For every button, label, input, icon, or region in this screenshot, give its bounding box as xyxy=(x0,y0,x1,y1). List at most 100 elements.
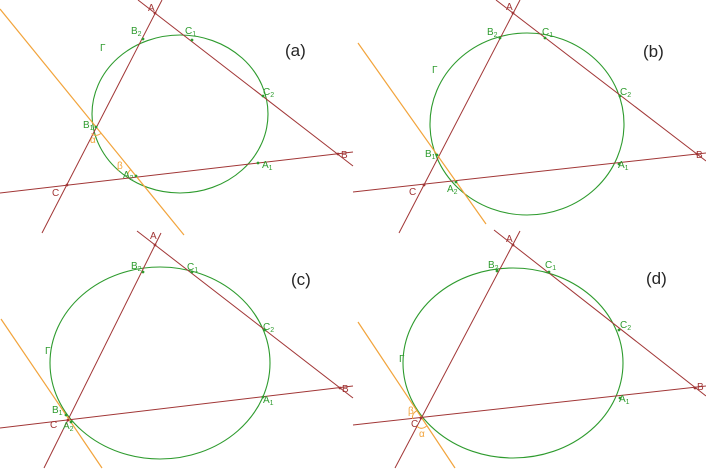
point-A2-c xyxy=(69,420,73,424)
point-C1-b xyxy=(543,36,547,40)
label-C-c: C xyxy=(50,420,57,431)
label-Γ-d: Γ xyxy=(399,354,405,365)
label-A1-a: A1 xyxy=(262,160,273,172)
label-C1-c: C1 xyxy=(187,262,198,274)
point-B2-a xyxy=(141,37,145,41)
label-C2-a: C2 xyxy=(263,87,274,99)
label-C1-b: C1 xyxy=(542,27,553,39)
label-B1-a: B1 xyxy=(83,120,94,132)
angle-alpha-arc-d xyxy=(416,425,428,429)
line-AC-d xyxy=(394,230,521,469)
line-AB-b xyxy=(495,0,706,162)
label-Γ-b: Γ xyxy=(432,65,438,76)
label-A2-c: A2 xyxy=(63,421,74,433)
point-C2-c xyxy=(263,328,267,332)
label-A-a: A xyxy=(148,3,155,14)
point-B2-c xyxy=(141,270,145,274)
label-C2-b: C2 xyxy=(620,87,631,99)
point-B-a xyxy=(336,152,340,156)
label-A-b: A xyxy=(506,2,513,13)
panel-d: A B2 C1 C2 Γ B A1 βCα (d) xyxy=(352,229,706,469)
point-B-d xyxy=(693,386,697,390)
orange-line-a xyxy=(0,8,185,236)
panel-tag-b: (b) xyxy=(643,42,664,61)
point-A-a xyxy=(153,11,157,15)
angle-beta-arc-d xyxy=(411,410,417,420)
line-BC-b xyxy=(352,152,706,193)
label-A-d: A xyxy=(506,234,513,245)
label-α-a: α xyxy=(90,135,96,146)
point-B-b xyxy=(695,152,699,156)
label-A1-b: A1 xyxy=(618,160,629,172)
label-A2-b: A2 xyxy=(447,184,458,196)
line-BC-a xyxy=(0,151,354,194)
line-BC-c xyxy=(0,385,354,429)
label-B2-a: B2 xyxy=(131,26,142,38)
point-A1-c xyxy=(261,395,265,399)
label-C-b: C xyxy=(409,187,416,198)
point-A1-d xyxy=(618,396,622,400)
conic-gamma-a xyxy=(91,34,269,194)
point-C2-d xyxy=(617,328,621,332)
point-A2-b xyxy=(454,180,458,184)
label-A1-c: A1 xyxy=(263,395,274,407)
label-C2-c: C2 xyxy=(263,322,274,334)
label-B-b: B xyxy=(696,150,703,161)
point-C2-b xyxy=(618,94,622,98)
label-B-a: B xyxy=(341,150,348,161)
label-A2-a: A2 xyxy=(123,170,134,182)
angle-alpha-arc-a xyxy=(91,132,102,136)
point-C-d xyxy=(419,416,423,420)
panel-c: A B2 C1 C2 Γ B A1 B1 C A2 (c) xyxy=(0,230,354,469)
label-C2-d: C2 xyxy=(620,320,631,332)
point-C1-c xyxy=(190,270,194,274)
label-C1-d: C1 xyxy=(545,260,556,272)
orange-line-c xyxy=(0,318,103,469)
label-B1-c: B1 xyxy=(52,405,63,417)
label-B1-b: B1 xyxy=(425,149,436,161)
point-C2-a xyxy=(261,94,265,98)
label-Γ-a: Γ xyxy=(100,43,106,54)
point-C1-a xyxy=(190,38,194,42)
point-A1-a xyxy=(256,161,260,165)
point-A1-b xyxy=(617,162,621,166)
line-AB-c xyxy=(136,230,354,399)
point-B1-a xyxy=(94,125,98,129)
point-B1-c xyxy=(64,413,68,417)
label-C-a: C xyxy=(52,188,59,199)
label-B2-b: B2 xyxy=(487,27,498,39)
point-B1-b xyxy=(435,153,439,157)
label-A1-d: A1 xyxy=(619,394,630,406)
point-A-d xyxy=(511,243,515,247)
point-A2-a xyxy=(134,174,138,178)
line-AC-c xyxy=(43,232,162,469)
label-C-d: C xyxy=(411,419,418,430)
point-C-c xyxy=(66,418,70,422)
label-β-d: β xyxy=(408,406,414,417)
orange-line-b xyxy=(357,42,487,225)
orange-line-d xyxy=(357,321,456,469)
point-B-c xyxy=(338,386,342,390)
point-C-b xyxy=(422,183,426,187)
point-A-b xyxy=(511,11,515,15)
conic-gamma-b xyxy=(429,32,625,216)
label-C1-a: C1 xyxy=(185,26,196,38)
point-B2-d xyxy=(495,269,499,273)
panel-tag-a: (a) xyxy=(285,41,306,60)
line-AC-a xyxy=(41,0,163,234)
label-α-d: α xyxy=(419,429,425,440)
point-C1-d xyxy=(547,270,551,274)
conic-gamma-c xyxy=(49,266,271,460)
label-B-d: B xyxy=(697,382,704,393)
panel-tag-d: (d) xyxy=(646,269,667,288)
panel-b: A B2 C1 Γ C2 B1 B A1 C A2 (b) xyxy=(352,0,706,234)
line-AC-b xyxy=(398,0,521,234)
point-B2-b xyxy=(498,36,502,40)
label-A-c: A xyxy=(150,231,157,242)
line-AB-d xyxy=(493,229,706,397)
panel-tag-c: (c) xyxy=(291,270,311,289)
label-B2-d: B2 xyxy=(488,260,499,272)
